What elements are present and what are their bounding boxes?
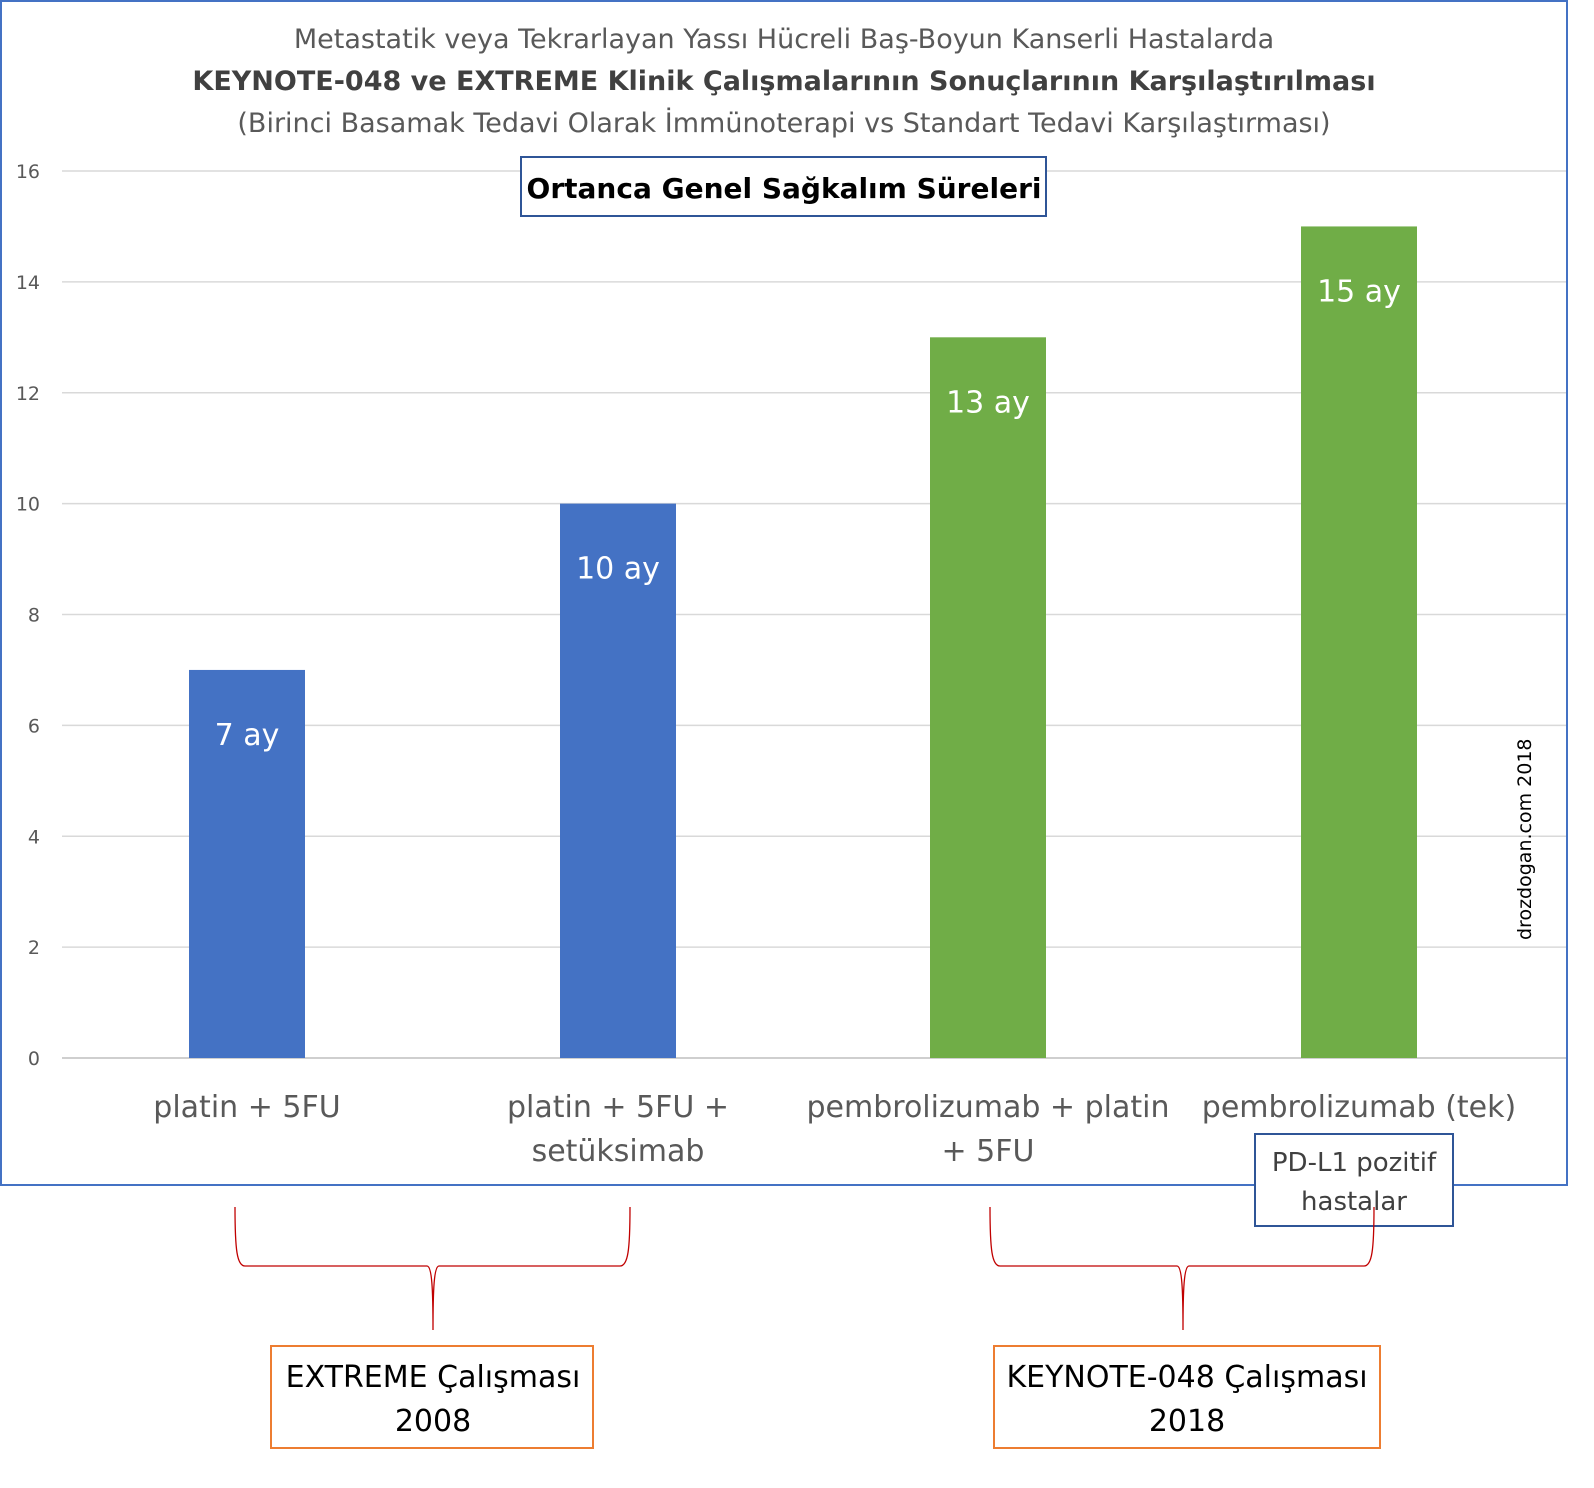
group2-box — [993, 1345, 1381, 1449]
watermark-text: drozdogan.com 2018 — [1514, 739, 1536, 941]
x-tick-label: platin + 5FU + — [507, 1090, 729, 1125]
y-tick-label: 4 — [28, 826, 40, 848]
subtitle-box — [520, 156, 1047, 217]
data-label: 10 ay — [576, 552, 660, 587]
chart-title-line: (Birinci Basamak Tedavi Olarak İmmünoter… — [237, 107, 1330, 139]
y-tick-label: 10 — [16, 494, 40, 516]
bar — [560, 503, 676, 1058]
group1-label: 2008 — [395, 1404, 471, 1439]
x-tick-label: pembrolizumab (tek) — [1202, 1090, 1516, 1125]
y-tick-label: 8 — [28, 605, 40, 627]
group1-label: EXTREME Çalışması — [286, 1360, 581, 1395]
x-tick-label: + 5FU — [942, 1134, 1035, 1169]
pdl1-note-text: hastalar — [1301, 1187, 1407, 1217]
chart-frame — [0, 0, 1568, 1186]
group2-label: 2018 — [1149, 1404, 1225, 1439]
x-tick-label: platin + 5FU — [153, 1090, 340, 1125]
chart-title-line: KEYNOTE-048 ve EXTREME Klinik Çalışmalar… — [192, 66, 1375, 97]
bar — [189, 669, 305, 1058]
y-tick-label: 2 — [28, 937, 40, 959]
y-tick-label: 14 — [16, 272, 40, 294]
y-tick-label: 12 — [16, 383, 40, 405]
chart-title-line: Metastatik veya Tekrarlayan Yassı Hücrel… — [294, 24, 1274, 55]
bar — [930, 337, 1046, 1058]
pdl1-note-text: PD-L1 pozitif — [1272, 1148, 1437, 1178]
x-tick-label: setüksimab — [532, 1134, 705, 1169]
subtitle-text: Ortanca Genel Sağkalım Süreleri — [527, 172, 1042, 205]
bar — [1301, 226, 1417, 1058]
data-label: 7 ay — [215, 718, 280, 753]
group1-box — [270, 1345, 594, 1449]
y-tick-label: 6 — [28, 715, 40, 737]
x-tick-label: pembrolizumab + platin — [807, 1090, 1170, 1125]
data-label: 15 ay — [1317, 274, 1401, 309]
brace-extreme — [234, 1206, 631, 1331]
brace-keynote — [989, 1206, 1375, 1331]
pdl1-note-box — [1254, 1133, 1454, 1227]
y-tick-label: 0 — [28, 1048, 40, 1070]
y-tick-label: 16 — [16, 161, 40, 183]
group2-label: KEYNOTE-048 Çalışması — [1006, 1360, 1367, 1395]
data-label: 13 ay — [946, 385, 1030, 420]
